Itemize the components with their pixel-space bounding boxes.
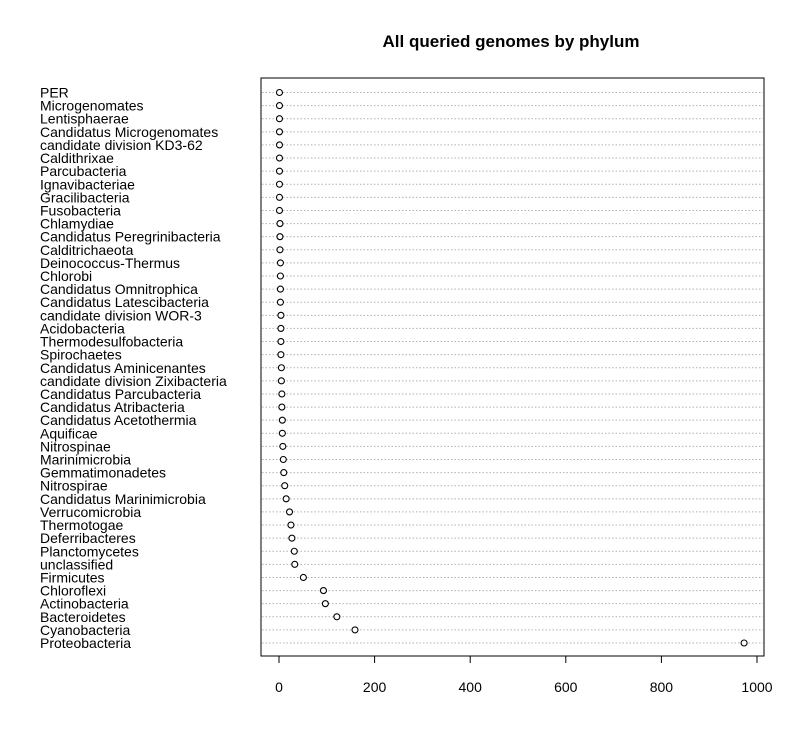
x-tick-label: 1000 bbox=[741, 679, 772, 695]
category-label: Planctomycetes bbox=[40, 543, 139, 559]
data-point bbox=[277, 324, 285, 332]
category-label: Candidatus Omnitrophica bbox=[40, 281, 198, 297]
category-label: Microgenomates bbox=[40, 98, 144, 114]
category-label: Candidatus Latescibacteria bbox=[40, 294, 209, 310]
category-label: Thermodesulfobacteria bbox=[40, 334, 183, 350]
data-point bbox=[288, 534, 296, 542]
category-label: Cyanobacteria bbox=[40, 622, 130, 638]
category-label: Candidatus Microgenomates bbox=[40, 124, 218, 140]
x-tick-label: 800 bbox=[650, 679, 674, 695]
category-label: Marinimicrobia bbox=[40, 452, 131, 468]
data-point bbox=[277, 364, 285, 372]
data-point bbox=[275, 102, 284, 110]
data-points bbox=[275, 88, 748, 647]
data-point bbox=[277, 337, 285, 346]
category-label: candidate division WOR-3 bbox=[40, 307, 202, 323]
category-label: Nitrospirae bbox=[40, 478, 108, 494]
data-point bbox=[277, 351, 285, 359]
data-point bbox=[275, 128, 284, 136]
category-label: Caldithrixae bbox=[40, 150, 114, 166]
data-point bbox=[275, 206, 284, 215]
data-point bbox=[279, 442, 287, 450]
category-label: Nitrospinae bbox=[40, 438, 111, 454]
category-label: Candidatus Acetothermia bbox=[40, 412, 197, 428]
data-point bbox=[278, 429, 286, 437]
data-point bbox=[276, 220, 284, 228]
x-tick-label: 600 bbox=[554, 679, 578, 695]
gridlines bbox=[262, 92, 763, 644]
data-point bbox=[291, 560, 299, 568]
data-point bbox=[276, 233, 284, 241]
data-point bbox=[276, 285, 284, 293]
data-point bbox=[278, 403, 286, 411]
category-labels: PERMicrogenomatesLentisphaeraeCandidatus… bbox=[40, 85, 227, 652]
category-label: candidate division KD3-62 bbox=[40, 137, 203, 153]
data-point bbox=[275, 154, 284, 162]
category-label: Candidatus Aminicenantes bbox=[40, 360, 206, 376]
category-label: Gracilibacteria bbox=[40, 189, 130, 205]
data-point bbox=[276, 298, 284, 306]
category-label: Verrucomicrobia bbox=[40, 504, 141, 520]
category-label: Spirochaetes bbox=[40, 347, 122, 363]
category-label: Bacteroidetes bbox=[40, 609, 126, 625]
data-point bbox=[275, 180, 284, 188]
category-label: Acidobacteria bbox=[40, 320, 125, 336]
data-point bbox=[285, 508, 294, 516]
data-point bbox=[279, 455, 287, 464]
data-point bbox=[740, 639, 748, 647]
category-label: Actinobacteria bbox=[40, 596, 129, 612]
category-label: Lentisphaerae bbox=[40, 111, 129, 127]
data-point bbox=[333, 613, 341, 621]
data-point bbox=[275, 88, 284, 97]
data-point bbox=[319, 587, 328, 595]
category-label: Parcubacteria bbox=[40, 163, 127, 179]
category-label: Candidatus Parcubacteria bbox=[40, 386, 201, 402]
data-point bbox=[281, 482, 289, 490]
data-point bbox=[275, 193, 284, 201]
data-point bbox=[282, 495, 290, 503]
category-label: Ignavibacteriae bbox=[40, 176, 135, 192]
data-point bbox=[321, 600, 329, 608]
chart-title: All queried genomes by phylum bbox=[383, 32, 640, 51]
category-label: Gemmatimonadetes bbox=[40, 465, 166, 481]
category-label: Chlamydiae bbox=[40, 216, 114, 232]
data-point bbox=[275, 141, 284, 149]
category-label: Candidatus Atribacteria bbox=[40, 399, 185, 415]
data-point bbox=[287, 521, 295, 529]
data-point bbox=[276, 259, 284, 267]
category-label: Chlorobi bbox=[40, 268, 92, 284]
category-label: PER bbox=[40, 85, 69, 101]
x-axis: 0 200 400 600 800 1000 bbox=[275, 655, 773, 695]
category-label: unclassified bbox=[40, 556, 113, 572]
category-label: Aquificae bbox=[40, 425, 98, 441]
category-label: Chloroflexi bbox=[40, 583, 106, 599]
category-label: Firmicutes bbox=[40, 569, 105, 585]
category-label: Deinococcus-Thermus bbox=[40, 255, 180, 271]
data-point bbox=[278, 390, 286, 398]
data-point bbox=[276, 272, 284, 280]
category-label: Thermotogae bbox=[40, 517, 123, 533]
category-label: Deferribacteres bbox=[40, 530, 136, 546]
data-point bbox=[277, 377, 285, 385]
data-point bbox=[280, 469, 288, 477]
data-point bbox=[278, 416, 286, 424]
category-label: Candidatus Marinimicrobia bbox=[40, 491, 206, 507]
data-point bbox=[277, 311, 285, 319]
category-label: Fusobacteria bbox=[40, 202, 121, 218]
category-label: Candidatus Peregrinibacteria bbox=[40, 229, 221, 245]
data-point bbox=[299, 573, 307, 582]
data-point bbox=[275, 167, 284, 175]
data-point bbox=[351, 626, 359, 634]
x-tick-label: 0 bbox=[275, 679, 283, 695]
plot-frame bbox=[260, 77, 765, 657]
x-tick-label: 400 bbox=[459, 679, 483, 695]
x-tick-label: 200 bbox=[363, 679, 387, 695]
data-point bbox=[290, 547, 298, 555]
category-label: Calditrichaeota bbox=[40, 242, 134, 258]
data-point bbox=[276, 246, 284, 254]
data-point bbox=[275, 115, 284, 123]
category-label: Proteobacteria bbox=[40, 635, 131, 651]
category-label: candidate division Zixibacteria bbox=[40, 373, 227, 389]
